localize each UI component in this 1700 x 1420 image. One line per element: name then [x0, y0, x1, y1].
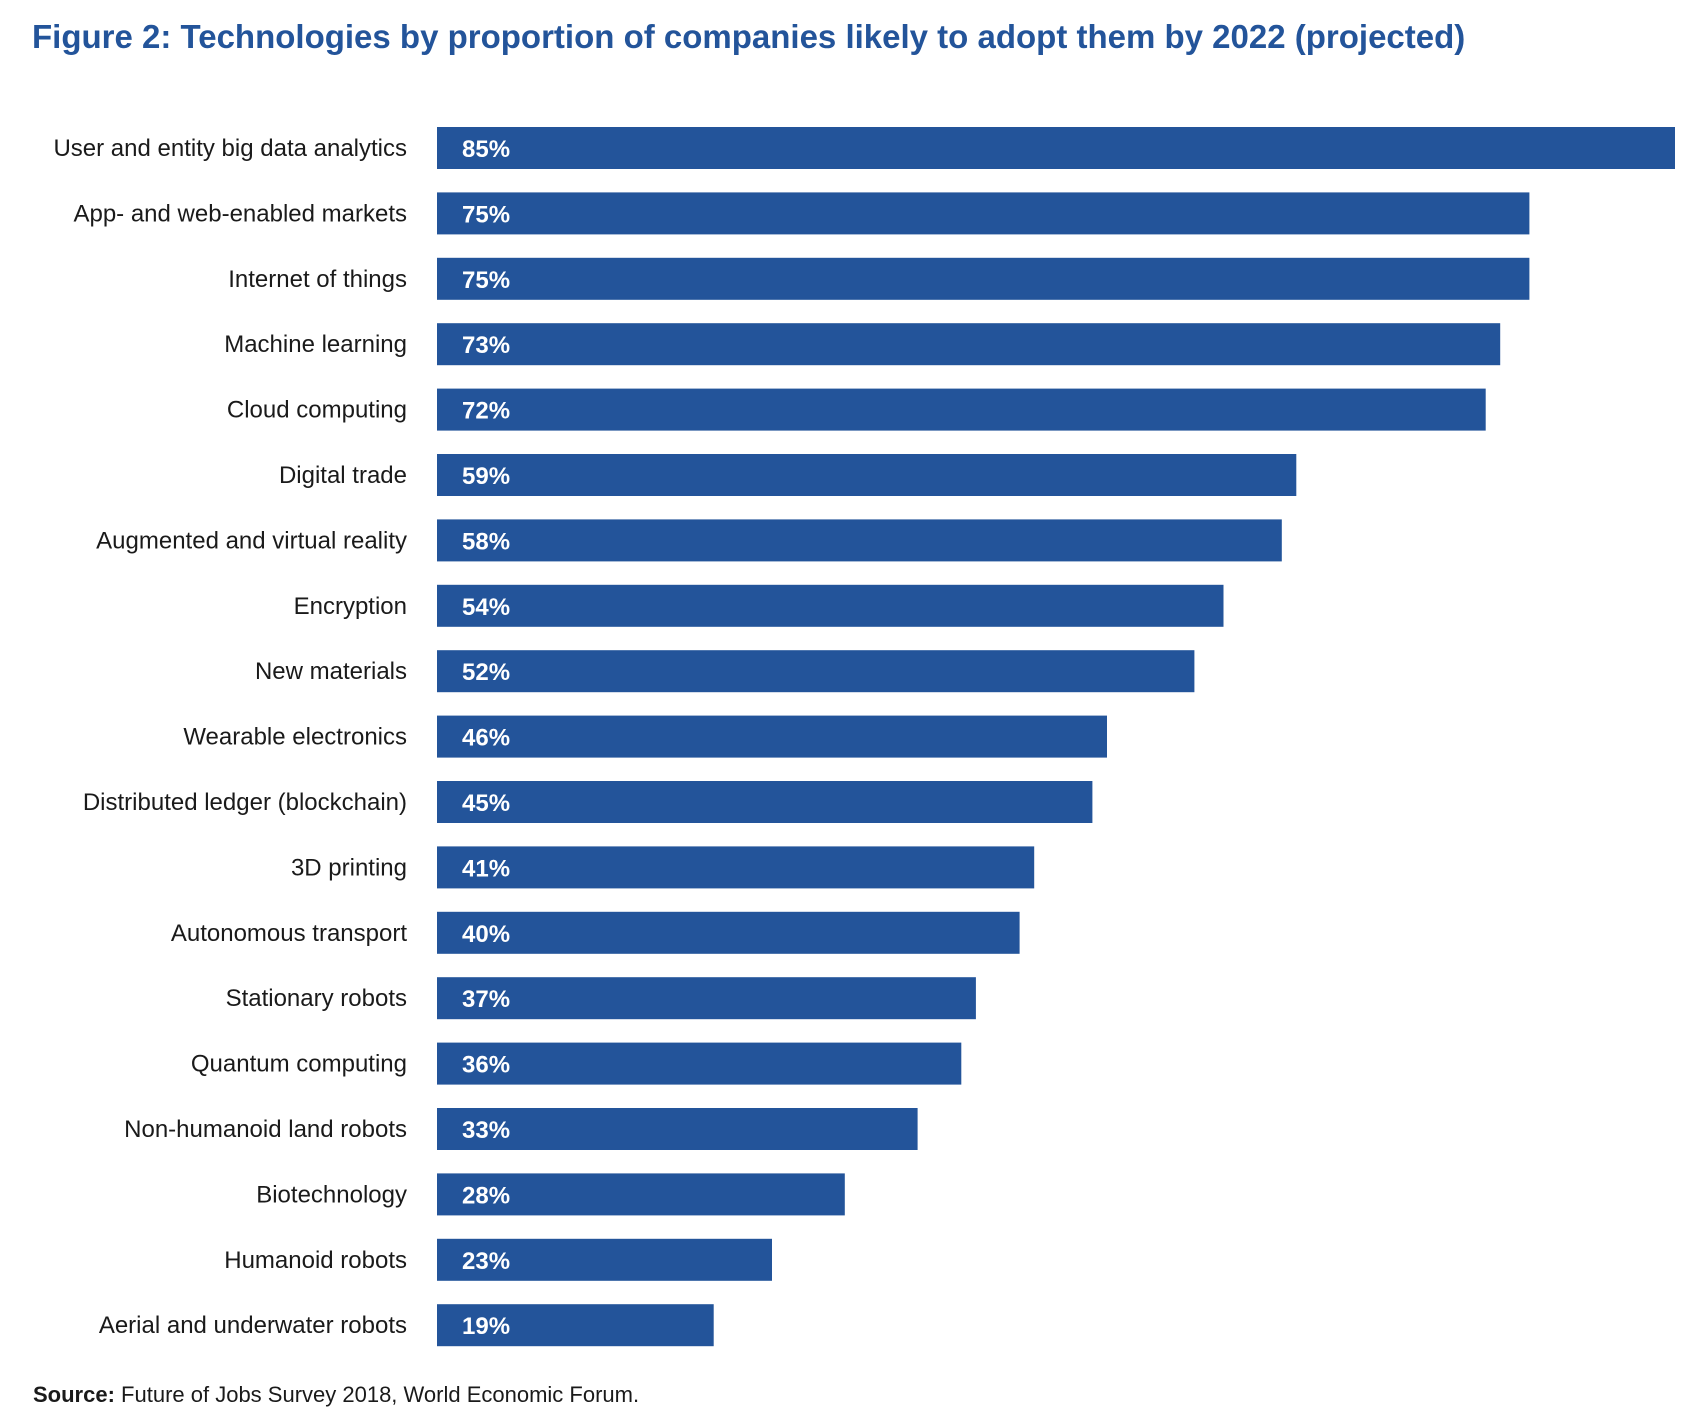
bar — [437, 781, 1093, 823]
category-label: 3D printing — [291, 854, 407, 881]
bar — [437, 715, 1107, 758]
category-label: Stationary robots — [226, 985, 407, 1012]
category-label: Digital trade — [279, 462, 407, 489]
value-label: 37% — [462, 986, 510, 1013]
value-label: 40% — [462, 921, 510, 948]
value-label: 45% — [462, 790, 510, 817]
value-label: 72% — [462, 398, 510, 425]
category-label: Cloud computing — [227, 397, 407, 424]
bar — [437, 323, 1501, 366]
category-label: Humanoid robots — [224, 1247, 407, 1274]
bar — [437, 388, 1486, 431]
value-label: 75% — [462, 267, 510, 294]
category-label: Augmented and virtual reality — [96, 527, 407, 554]
category-label: Wearable electronics — [183, 724, 407, 751]
category-label: Machine learning — [224, 331, 407, 358]
category-label: Quantum computing — [191, 1051, 407, 1078]
bar — [437, 257, 1530, 300]
source-label: Source: — [33, 1382, 115, 1407]
value-label: 36% — [462, 1052, 510, 1079]
value-label: 41% — [462, 855, 510, 882]
category-label: Encryption — [294, 593, 407, 620]
category-label: Autonomous transport — [171, 920, 407, 947]
value-label: 23% — [462, 1248, 510, 1275]
bar — [437, 192, 1530, 235]
bar — [437, 584, 1224, 627]
value-label: 54% — [462, 594, 510, 621]
bar — [437, 519, 1282, 562]
category-label: New materials — [255, 658, 407, 685]
bar — [437, 1042, 962, 1085]
bar — [437, 1173, 845, 1216]
bar — [437, 1108, 918, 1150]
category-label: User and entity big data analytics — [53, 135, 407, 162]
value-label: 85% — [462, 136, 510, 163]
value-label: 59% — [462, 463, 510, 490]
value-label: 19% — [462, 1313, 510, 1340]
bar — [437, 977, 976, 1020]
category-label: App- and web-enabled markets — [73, 200, 407, 227]
category-label: Internet of things — [228, 266, 407, 293]
bar — [437, 846, 1035, 889]
bar — [437, 127, 1675, 169]
value-label: 73% — [462, 332, 510, 359]
value-label: 28% — [462, 1182, 510, 1209]
bar — [437, 454, 1297, 496]
chart-title: Figure 2: Technologies by proportion of … — [32, 18, 1466, 55]
value-label: 46% — [462, 725, 510, 752]
source-note: Source: Future of Jobs Survey 2018, Worl… — [33, 1382, 639, 1408]
value-label: 52% — [462, 659, 510, 686]
bar — [437, 650, 1195, 693]
category-label: Biotechnology — [256, 1181, 407, 1208]
category-label: Aerial and underwater robots — [99, 1312, 407, 1339]
bar — [437, 911, 1020, 954]
category-label: Non-humanoid land robots — [124, 1116, 407, 1143]
source-text: Future of Jobs Survey 2018, World Econom… — [121, 1382, 640, 1407]
value-label: 33% — [462, 1117, 510, 1144]
value-label: 75% — [462, 201, 510, 228]
category-label: Distributed ledger (blockchain) — [83, 789, 407, 816]
value-label: 58% — [462, 528, 510, 555]
bar — [437, 1238, 772, 1281]
bar — [437, 1304, 714, 1347]
